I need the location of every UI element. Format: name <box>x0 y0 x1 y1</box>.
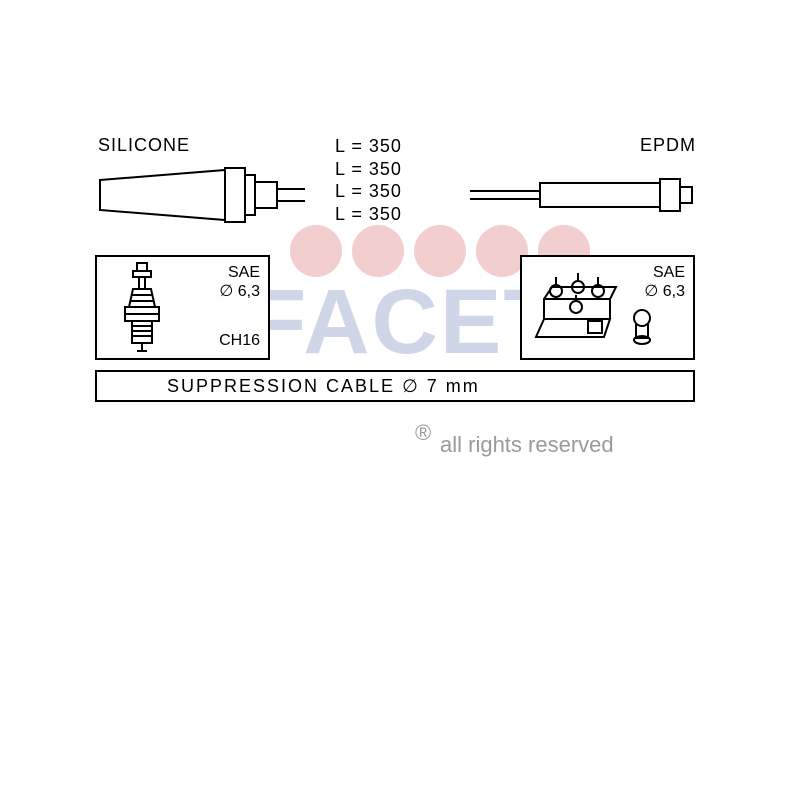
spark-plug-icon <box>107 259 177 359</box>
coil-pack-spec-box: SAE ∅ 6,3 <box>520 255 695 360</box>
watermark-text: FACET <box>250 270 562 375</box>
spark-plug-spec-box: SAE ∅ 6,3 CH16 <box>95 255 270 360</box>
watermark-registered-icon: ® <box>415 420 431 446</box>
length-value: L = 350 <box>335 180 402 203</box>
suppression-cable-bar: SUPPRESSION CABLE ∅ 7 mm <box>95 370 695 402</box>
silicone-connector-icon <box>95 160 315 230</box>
right-diameter-label: ∅ 6,3 <box>644 282 685 301</box>
terminal-icon <box>627 308 657 352</box>
left-diameter-label: ∅ 6,3 <box>219 282 260 301</box>
cable-text: SUPPRESSION CABLE ∅ 7 mm <box>167 376 480 396</box>
watermark-rights: all rights reserved <box>440 432 614 458</box>
left-sae-label: SAE <box>219 263 260 282</box>
length-value: L = 350 <box>335 203 402 226</box>
right-sae-label: SAE <box>644 263 685 282</box>
left-material-label: SILICONE <box>98 135 190 156</box>
length-list: L = 350 L = 350 L = 350 L = 350 <box>335 135 402 225</box>
length-value: L = 350 <box>335 135 402 158</box>
coil-pack-icon <box>526 259 631 359</box>
right-material-label: EPDM <box>640 135 696 156</box>
epdm-connector-icon <box>470 175 700 215</box>
left-code-label: CH16 <box>219 331 260 350</box>
length-value: L = 350 <box>335 158 402 181</box>
